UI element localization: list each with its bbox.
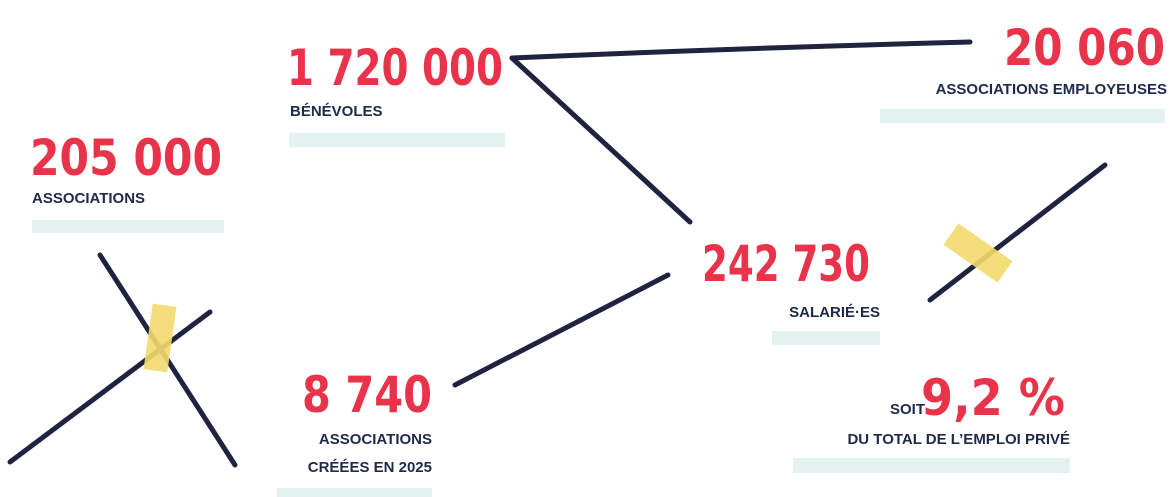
stat-number: 8 740 [302,366,432,424]
stat-label: DU TOTAL DE L’EMPLOI PRIVÉ [847,431,1070,448]
label-bar [793,458,1070,473]
stat-number: 242 730 [702,235,870,293]
label-bar [880,109,1165,123]
stat-label: BÉNÉVOLES [290,103,383,120]
label-bar [289,133,505,147]
stat-number: 9,2 % [921,369,1065,427]
stat-number: 205 000 [30,129,222,187]
label-bar [277,488,432,497]
stat-label: ASSOCIATIONS [32,190,145,207]
stat-number: 1 720 000 [287,39,503,97]
label-bar [32,220,224,233]
infographic: 205 000 ASSOCIATIONS 1 720 000 BÉNÉVOLES… [0,0,1175,497]
stat-label: ASSOCIATIONS EMPLOYEUSES [936,81,1167,98]
label-bar [772,331,880,345]
stat-number: 20 060 [1004,19,1165,77]
stat-label: ASSOCIATIONS [319,431,432,448]
stat-prefix: SOIT [890,401,925,418]
stat-label: SALARIÉ·ES [789,304,880,321]
stat-label: CRÉÉES EN 2025 [308,459,432,476]
